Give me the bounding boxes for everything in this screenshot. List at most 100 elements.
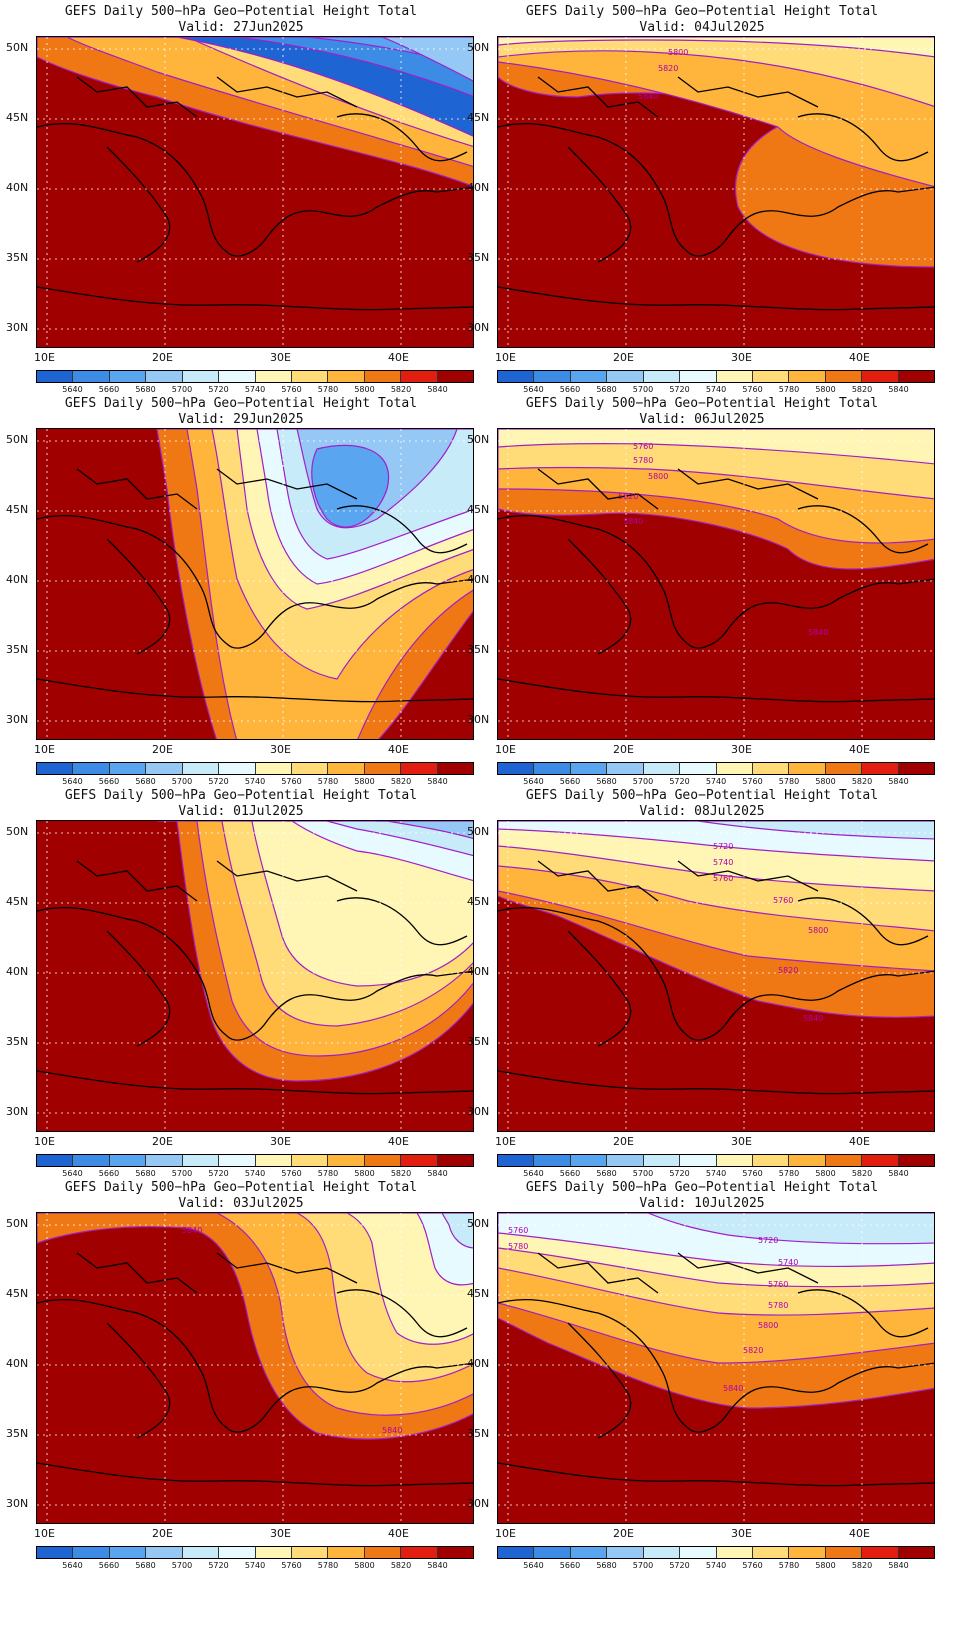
lon-label: 40E xyxy=(849,1527,870,1540)
colorbar-tick-label: 5640 xyxy=(523,385,544,394)
coastline-4 xyxy=(797,897,929,946)
colorbar-labels: 5640 5660 5680 5700 5720 5740 5760 5780 5800 5820… xyxy=(497,1561,935,1573)
map-panel-4: GEFS Daily 500−hPa Geo−Potential Height … xyxy=(461,392,943,802)
lat-label: 30N xyxy=(467,321,490,334)
colorbar-segment xyxy=(364,1155,402,1166)
colorbar-segment xyxy=(862,763,899,774)
colorbar-segment xyxy=(291,371,329,382)
colorbar-tick-label: 5680 xyxy=(135,1169,156,1178)
colorbar-tick-label: 5820 xyxy=(851,1561,873,1570)
colorbar-segment xyxy=(607,763,644,774)
lat-label: 45N xyxy=(6,895,29,908)
contour-label: 5840 xyxy=(808,628,828,637)
colorbar-tick-label: 5820 xyxy=(390,777,412,786)
coastline-2 xyxy=(498,286,934,311)
lat-label: 35N xyxy=(467,643,490,656)
colorbar-tick-label: 5780 xyxy=(778,1169,800,1178)
colorbar-tick-label: 5660 xyxy=(559,1561,581,1570)
colorbar-segment xyxy=(109,371,147,382)
coastline-6 xyxy=(76,860,198,902)
colorbar-segment xyxy=(825,371,863,382)
contour-band-4 xyxy=(498,37,934,58)
colorbar-tick-label: 5800 xyxy=(354,385,375,394)
colorbar-segment xyxy=(73,763,110,774)
colorbar-segment xyxy=(534,371,571,382)
coastline-2 xyxy=(498,1070,934,1095)
lat-label: 30N xyxy=(467,1105,490,1118)
lat-label: 50N xyxy=(6,1217,29,1230)
panel-valid-date: Valid: 08Jul2025 xyxy=(639,804,765,819)
colorbar xyxy=(36,762,474,775)
contour-label: 5720 xyxy=(758,1236,778,1245)
colorbar-tick-label: 5640 xyxy=(62,1561,83,1570)
colorbar-segment xyxy=(219,371,256,382)
map-area[interactable] xyxy=(36,820,474,1132)
colorbar-tick-label: 5840 xyxy=(888,777,909,786)
contour-label: 5800 xyxy=(668,48,688,57)
lon-label: 10E xyxy=(34,1527,55,1540)
map-area[interactable]: 5760 5780 5720 5740 5760 5780 5800 5820 5840 xyxy=(497,1212,935,1524)
map-panel-6: GEFS Daily 500−hPa Geo−Potential Height … xyxy=(461,784,943,1194)
lon-label: 10E xyxy=(34,743,55,756)
coastline-5 xyxy=(677,76,819,108)
colorbar-segment xyxy=(752,371,790,382)
contour-band-4 xyxy=(498,429,934,465)
height-field-svg: 5760 5780 5720 5740 5760 5780 5800 5820 5840 xyxy=(498,1213,934,1523)
map-area[interactable]: 5720 5740 5760 5760 5800 5820 5840 xyxy=(497,820,935,1132)
map-area[interactable]: 5760 5780 5800 5820 5840 5840 xyxy=(497,428,935,740)
colorbar-tick-label: 5660 xyxy=(98,1561,120,1570)
colorbar-tick-label: 5820 xyxy=(390,385,412,394)
colorbar-segment xyxy=(825,1547,863,1558)
colorbar-tick-label: 5680 xyxy=(596,385,617,394)
map-area[interactable]: 5800 5820 5840 xyxy=(497,36,935,348)
panel-valid-date: Valid: 27Jun2025 xyxy=(178,20,304,35)
colorbar-segment xyxy=(328,1547,365,1558)
height-field-svg: 5840 5840 xyxy=(37,1213,473,1523)
coastline-1 xyxy=(37,123,473,257)
colorbar-segment xyxy=(680,1155,717,1166)
map-area[interactable] xyxy=(36,428,474,740)
colorbar-segment xyxy=(680,1547,717,1558)
panel-title: GEFS Daily 500−hPa Geo−Potential Height … xyxy=(525,396,879,411)
colorbar-tick-label: 5660 xyxy=(559,1169,581,1178)
height-field-svg: 5760 5780 5800 5820 5840 5840 xyxy=(498,429,934,739)
coastline-6 xyxy=(76,1252,198,1294)
height-field-svg: 5720 5740 5760 5760 5800 5820 5840 xyxy=(498,821,934,1131)
panel-valid-date: Valid: 01Jul2025 xyxy=(178,804,304,819)
contour-label: 5780 xyxy=(633,456,653,465)
lon-label: 10E xyxy=(495,1135,516,1148)
colorbar-segment xyxy=(364,1547,402,1558)
lat-label: 35N xyxy=(467,1427,490,1440)
colorbar-segment xyxy=(570,371,608,382)
lon-label: 20E xyxy=(613,351,634,364)
colorbar-segment xyxy=(437,1547,474,1558)
contour-band-6 xyxy=(697,821,934,840)
colorbar-segment xyxy=(570,1155,608,1166)
colorbar-segment xyxy=(898,763,935,774)
contour-band-extra-2 xyxy=(197,37,473,97)
lon-label: 30E xyxy=(270,351,291,364)
map-area[interactable]: 5840 5840 xyxy=(36,1212,474,1524)
contour-band-7 xyxy=(377,821,473,840)
map-panel-3: GEFS Daily 500−hPa Geo−Potential Height … xyxy=(0,392,482,802)
colorbar-segment xyxy=(364,371,402,382)
colorbar-segment xyxy=(437,371,474,382)
map-area[interactable] xyxy=(36,36,474,348)
coastline-3 xyxy=(106,146,171,263)
lon-label: 20E xyxy=(152,1135,173,1148)
lat-label: 45N xyxy=(467,1287,490,1300)
colorbar-tick-label: 5780 xyxy=(778,385,800,394)
colorbar-segment xyxy=(534,1155,571,1166)
lon-label: 10E xyxy=(495,743,516,756)
coastline-3 xyxy=(106,930,171,1047)
colorbar-tick-label: 5840 xyxy=(427,385,448,394)
colorbar-tick-label: 5740 xyxy=(244,777,266,786)
colorbar-labels: 5640 5660 5680 5700 5720 5740 5760 5780 5800 5820… xyxy=(497,1169,935,1181)
coastline-1 xyxy=(37,515,473,649)
colorbar-segment xyxy=(716,1155,753,1166)
colorbar-tick-label: 5660 xyxy=(98,385,120,394)
coastline-4 xyxy=(336,1289,468,1338)
colorbar-tick-label: 5700 xyxy=(632,385,654,394)
contour-label: 5800 xyxy=(758,1321,778,1330)
lat-label: 45N xyxy=(467,503,490,516)
